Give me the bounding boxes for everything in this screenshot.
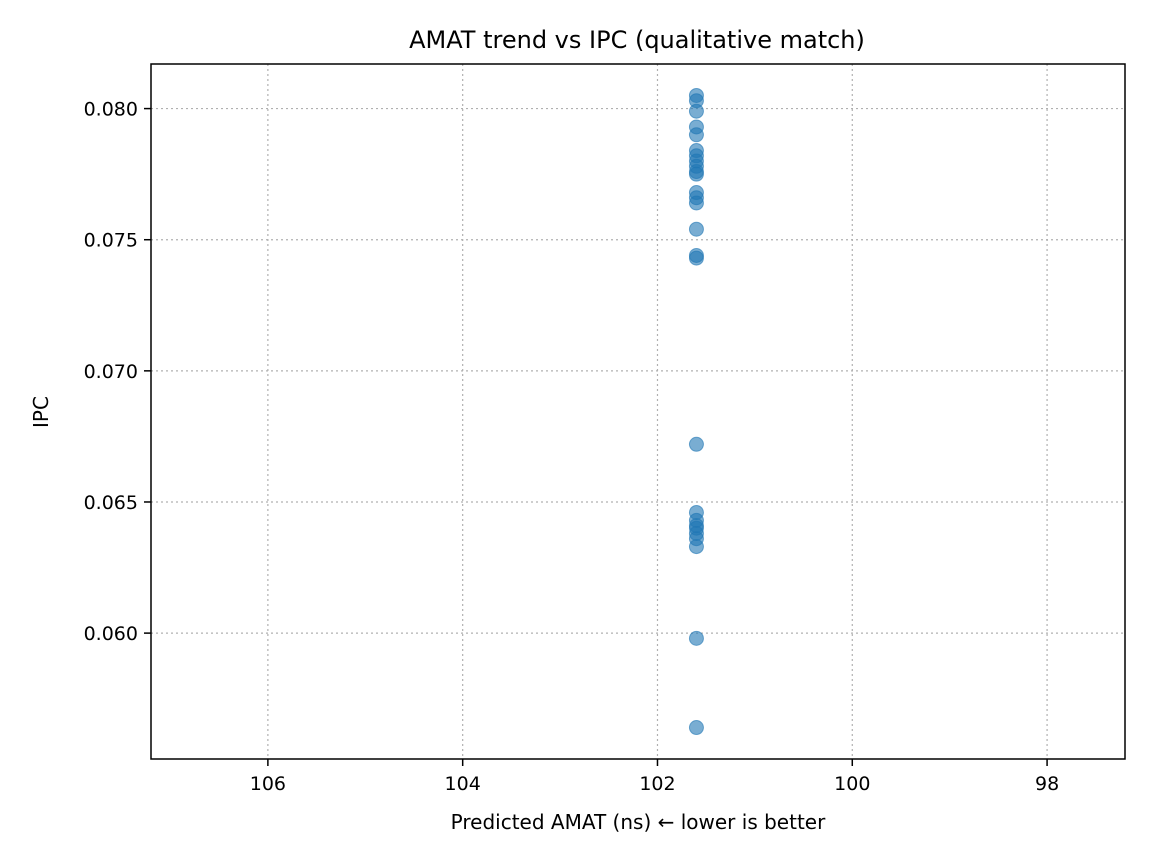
grid: [151, 64, 1125, 759]
y-axis-label: IPC: [29, 396, 53, 428]
data-point: [688, 436, 704, 452]
data-point: [688, 127, 704, 143]
plot-frame: [150, 63, 1126, 760]
x-tick-label: 100: [834, 773, 870, 795]
x-tick-label: 102: [639, 773, 675, 795]
data-point: [688, 539, 704, 555]
x-axis-label: Predicted AMAT (ns) ← lower is better: [451, 810, 826, 834]
x-tick-label: 104: [445, 773, 481, 795]
y-tick-label: 0.065: [84, 492, 138, 514]
chart-title: AMAT trend vs IPC (qualitative match): [409, 26, 865, 54]
x-tick-label: 98: [1035, 773, 1059, 795]
data-point: [688, 630, 704, 646]
data-point: [688, 221, 704, 237]
data-point: [688, 250, 704, 266]
x-tick-label: 106: [250, 773, 286, 795]
data-point: [688, 166, 704, 182]
x-axis: 106 104 102 100 98: [250, 759, 1059, 795]
data-point: [688, 195, 704, 211]
y-tick-label: 0.080: [84, 99, 138, 121]
y-axis: 0.060 0.065 0.070 0.075 0.080: [84, 99, 151, 645]
y-tick-label: 0.070: [84, 361, 138, 383]
data-point: [688, 103, 704, 119]
data-points: [688, 87, 704, 736]
data-point: [688, 720, 704, 736]
y-tick-label: 0.060: [84, 623, 138, 645]
y-tick-label: 0.075: [84, 230, 138, 252]
